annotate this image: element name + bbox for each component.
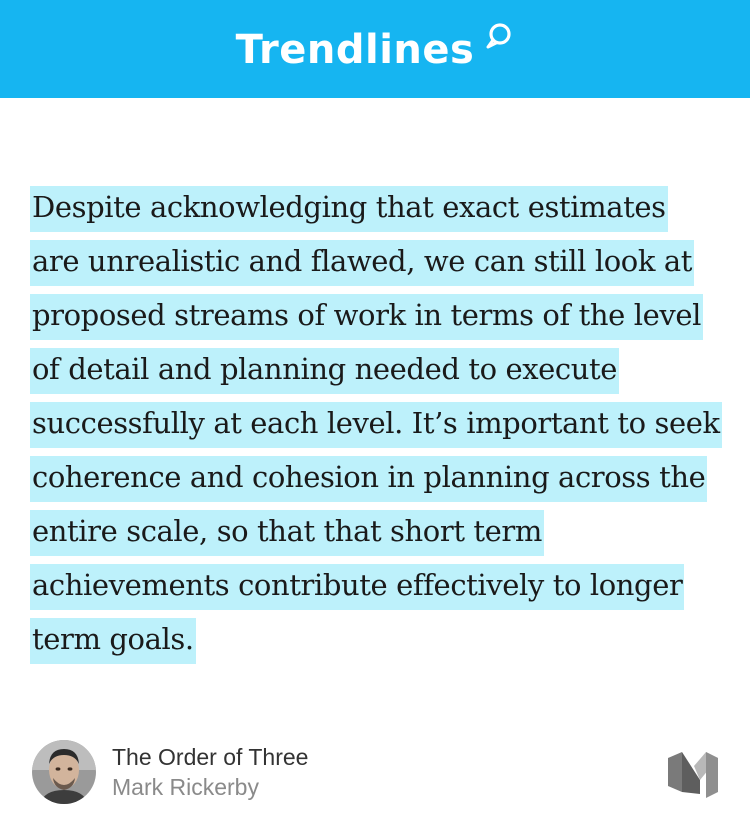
quote-text: Despite acknowledging that exact estimat… bbox=[30, 186, 722, 664]
brand[interactable]: Trendlines bbox=[235, 23, 515, 73]
avatar-image bbox=[32, 740, 96, 804]
author-name[interactable]: Mark Rickerby bbox=[112, 774, 259, 800]
app-header: Trendlines bbox=[0, 0, 750, 98]
medium-logo-icon[interactable] bbox=[664, 748, 722, 798]
author-avatar[interactable] bbox=[32, 740, 96, 804]
story-footer: The Order of Three Mark Rickerby bbox=[32, 740, 722, 806]
brand-name: Trendlines bbox=[235, 27, 475, 73]
post-title[interactable]: The Order of Three bbox=[112, 744, 309, 770]
story-meta: The Order of Three Mark Rickerby bbox=[112, 742, 308, 802]
highlighted-quote: Despite acknowledging that exact estimat… bbox=[30, 180, 722, 666]
speech-bubble-icon bbox=[486, 23, 511, 49]
